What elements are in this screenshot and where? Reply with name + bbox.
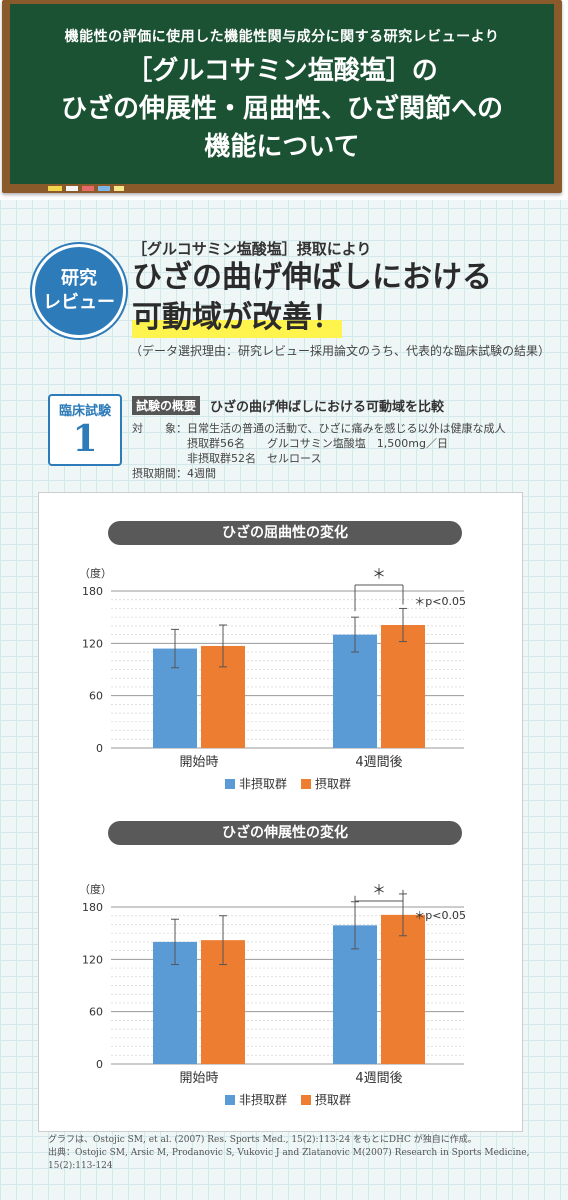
trial-group1: 摂取群56名 グルコサミン塩酸塩 1,500mg／日 — [132, 437, 448, 450]
trial-group2: 非摂取群52名 セルロース — [132, 452, 322, 465]
y-tick-label: 60 — [89, 1006, 103, 1019]
review-headline: ひざの曲げ伸ばしにおける 可動域が改善！ — [132, 258, 492, 338]
overview-tag: 試験の概要 — [132, 396, 201, 415]
chalkboard: 機能性の評価に使用した機能性関与成分に関する研究レビューより ［グルコサミン塩酸… — [10, 4, 554, 184]
trial-subjects: 対 象：日常生活の普通の活動で、ひざに痛みを感じる以外は健康な成人 — [132, 422, 506, 435]
overview-text: ひざの曲げ伸ばしにおける可動域を比較 — [210, 400, 445, 415]
review-note: （データ選択理由：研究レビュー採用論文のうち、代表的な臨床試験の結果） — [130, 344, 551, 358]
footnote-line1: グラフは、Ostojic SM, et al. (2007) Res. Spor… — [48, 1135, 477, 1145]
chart1-title: ひざの屈曲性の変化 — [108, 521, 462, 545]
y-axis-unit: （度） — [79, 566, 112, 580]
footnote: グラフは、Ostojic SM, et al. (2007) Res. Spor… — [48, 1134, 548, 1173]
trial-number: 1 — [72, 418, 98, 460]
bar-intake — [381, 914, 425, 1064]
legend-label-non-intake: 非摂取群 — [239, 1092, 287, 1107]
p-value-annotation: ＊p<0.05 — [414, 909, 466, 922]
y-tick-label: 0 — [96, 742, 103, 755]
y-tick-label: 180 — [82, 585, 103, 598]
headline-line2: 可動域が改善！ — [132, 298, 342, 338]
header-area: 機能性の評価に使用した機能性関与成分に関する研究レビューより ［グルコサミン塩酸… — [0, 0, 568, 200]
badge-line2: レビュー — [43, 292, 115, 313]
trial-badge: 臨床試験 1 — [48, 394, 122, 466]
review-badge: 研究 レビュー — [32, 244, 126, 338]
legend-swatch-intake — [301, 779, 311, 789]
headline-line1: ひざの曲げ伸ばしにおける — [132, 260, 492, 295]
significance-mark: ＊ — [372, 883, 386, 899]
bar-intake — [381, 625, 425, 748]
chalk-white — [66, 186, 78, 191]
chart-flexion: 0 60 120 180 （度） 開始時 4週間後 ＊ ＊p<0.05 非摂取群 摂取群 — [79, 566, 466, 791]
header-title-line2: ひざの伸展性・屈曲性、ひざ関節への — [60, 94, 503, 124]
y-tick-label: 0 — [96, 1058, 103, 1071]
trial-period: 摂取期間：4週間 — [132, 467, 216, 480]
significance-mark: ＊ — [372, 567, 386, 583]
y-tick-label: 60 — [89, 690, 103, 703]
legend-swatch-non-intake — [225, 779, 235, 789]
x-category-label: 開始時 — [179, 755, 218, 770]
y-tick-label: 120 — [82, 953, 103, 966]
chalkboard-frame: 機能性の評価に使用した機能性関与成分に関する研究レビューより ［グルコサミン塩酸… — [2, 0, 562, 193]
header-title-line1: ［グルコサミン塩酸塩］の — [126, 56, 438, 86]
bar-non-intake — [333, 634, 377, 748]
chart-extension: 0 60 120 180 （度） 開始時 4週間後 ＊ ＊p<0.05 非摂取群 摂取群 — [79, 882, 466, 1107]
legend-swatch-non-intake — [225, 1095, 235, 1105]
header-title-line3: 機能について — [204, 132, 360, 162]
badge-line1: 研究 — [61, 268, 97, 289]
y-axis-unit: （度） — [79, 882, 112, 896]
header-title: ［グルコサミン塩酸塩］の ひざの伸展性・屈曲性、ひざ関節への 機能について — [10, 52, 554, 166]
header-subtitle: 機能性の評価に使用した機能性関与成分に関する研究レビューより — [64, 29, 500, 45]
chalk-blue — [98, 186, 110, 191]
chalk-yellow-2 — [114, 186, 124, 191]
legend-swatch-intake — [301, 1095, 311, 1105]
legend-label-non-intake: 非摂取群 — [239, 776, 287, 791]
footnote-line3: 15(2):113-124 — [48, 1161, 113, 1171]
chart2-title: ひざの伸展性の変化 — [108, 821, 462, 845]
x-category-label: 4週間後 — [355, 1071, 402, 1086]
legend-label-intake: 摂取群 — [315, 1092, 351, 1107]
legend-label-intake: 摂取群 — [315, 776, 351, 791]
chalk-red — [82, 186, 94, 191]
chart-panel: ひざの屈曲性の変化 0 60 120 180 （度） 開始時 4週間後 ＊ ＊p<0.05 非摂取… — [38, 492, 523, 1132]
y-tick-label: 120 — [82, 637, 103, 650]
x-category-label: 開始時 — [179, 1071, 218, 1086]
y-tick-label: 180 — [82, 901, 103, 914]
chalk-yellow — [48, 186, 62, 191]
footnote-line2: 出典：Ostojic SM, Arsic M, Prodanovic S, Vu… — [48, 1148, 530, 1158]
trial-label: 臨床試験 — [58, 404, 111, 419]
p-value-annotation: ＊p<0.05 — [414, 595, 466, 608]
review-lead: ［グルコサミン塩酸塩］摂取により — [132, 240, 372, 258]
x-category-label: 4週間後 — [355, 755, 402, 770]
